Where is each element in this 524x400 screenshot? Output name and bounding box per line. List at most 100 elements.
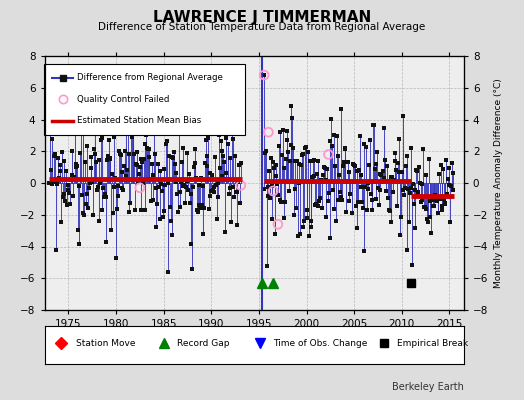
- Point: [368, 196, 377, 203]
- Point: [81, 159, 89, 166]
- Point: [74, 227, 82, 234]
- Point: [94, 184, 102, 190]
- Point: [237, 182, 245, 188]
- Point: [154, 161, 162, 168]
- Point: [177, 179, 185, 185]
- Point: [195, 202, 203, 208]
- Point: [375, 171, 384, 177]
- Point: [211, 153, 220, 160]
- Point: [196, 205, 204, 211]
- Point: [205, 193, 214, 200]
- Point: [359, 205, 367, 211]
- Point: [316, 195, 324, 201]
- Point: [163, 180, 172, 186]
- Point: [361, 248, 369, 254]
- Point: [87, 154, 95, 160]
- Point: [402, 246, 411, 253]
- Point: [113, 193, 122, 199]
- Point: [305, 158, 314, 164]
- Point: [425, 214, 434, 220]
- Point: [90, 89, 99, 96]
- Point: [56, 162, 64, 168]
- Point: [193, 207, 201, 213]
- Point: [161, 182, 169, 189]
- Point: [386, 207, 394, 214]
- Point: [138, 159, 146, 166]
- Point: [160, 208, 169, 214]
- Point: [276, 128, 285, 135]
- Point: [333, 196, 342, 203]
- Text: Station Move: Station Move: [76, 338, 136, 348]
- Point: [77, 124, 85, 131]
- Point: [233, 189, 242, 195]
- Point: [291, 157, 300, 164]
- Point: [232, 188, 240, 195]
- Point: [313, 158, 322, 164]
- Point: [99, 135, 107, 141]
- Point: [424, 156, 433, 162]
- Point: [147, 198, 155, 204]
- Point: [379, 174, 388, 181]
- Point: [231, 153, 239, 160]
- Point: [288, 114, 297, 121]
- Point: [57, 219, 66, 226]
- Point: [196, 174, 205, 181]
- Point: [123, 167, 132, 173]
- Point: [279, 127, 287, 133]
- Point: [395, 169, 403, 176]
- Point: [126, 200, 135, 206]
- Point: [428, 194, 436, 201]
- Point: [341, 146, 350, 152]
- Point: [333, 133, 341, 140]
- Point: [128, 134, 136, 140]
- Point: [356, 172, 365, 179]
- Point: [287, 103, 295, 109]
- Point: [285, 188, 293, 194]
- Point: [367, 190, 375, 197]
- Point: [430, 203, 439, 210]
- Point: [174, 104, 183, 111]
- Point: [223, 176, 231, 182]
- Point: [272, 162, 280, 168]
- Point: [159, 213, 167, 220]
- Point: [149, 197, 158, 203]
- Point: [105, 137, 113, 144]
- Point: [378, 168, 387, 174]
- Point: [121, 148, 129, 154]
- Point: [216, 165, 224, 171]
- Point: [139, 180, 147, 186]
- Point: [310, 157, 318, 164]
- Point: [324, 151, 333, 158]
- Point: [228, 125, 236, 132]
- Point: [159, 166, 168, 172]
- Point: [262, 148, 270, 154]
- Point: [54, 155, 62, 162]
- Point: [385, 207, 394, 213]
- Point: [416, 180, 424, 186]
- Point: [299, 224, 308, 230]
- Point: [187, 241, 195, 247]
- Point: [265, 167, 274, 174]
- Point: [182, 150, 191, 156]
- Point: [111, 175, 119, 181]
- Point: [418, 197, 426, 204]
- Point: [155, 184, 163, 190]
- Point: [48, 136, 56, 142]
- Point: [174, 208, 182, 215]
- Point: [312, 200, 320, 207]
- Point: [314, 203, 323, 210]
- Point: [133, 162, 141, 168]
- Point: [260, 72, 268, 78]
- Point: [200, 204, 209, 211]
- Point: [75, 240, 84, 247]
- Point: [136, 164, 144, 170]
- Point: [181, 200, 189, 206]
- Point: [45, 180, 53, 186]
- Point: [108, 170, 116, 177]
- Text: Berkeley Earth: Berkeley Earth: [392, 382, 464, 392]
- Point: [66, 200, 74, 207]
- Point: [384, 195, 392, 201]
- Point: [128, 126, 137, 133]
- Point: [270, 231, 279, 238]
- Point: [302, 207, 311, 213]
